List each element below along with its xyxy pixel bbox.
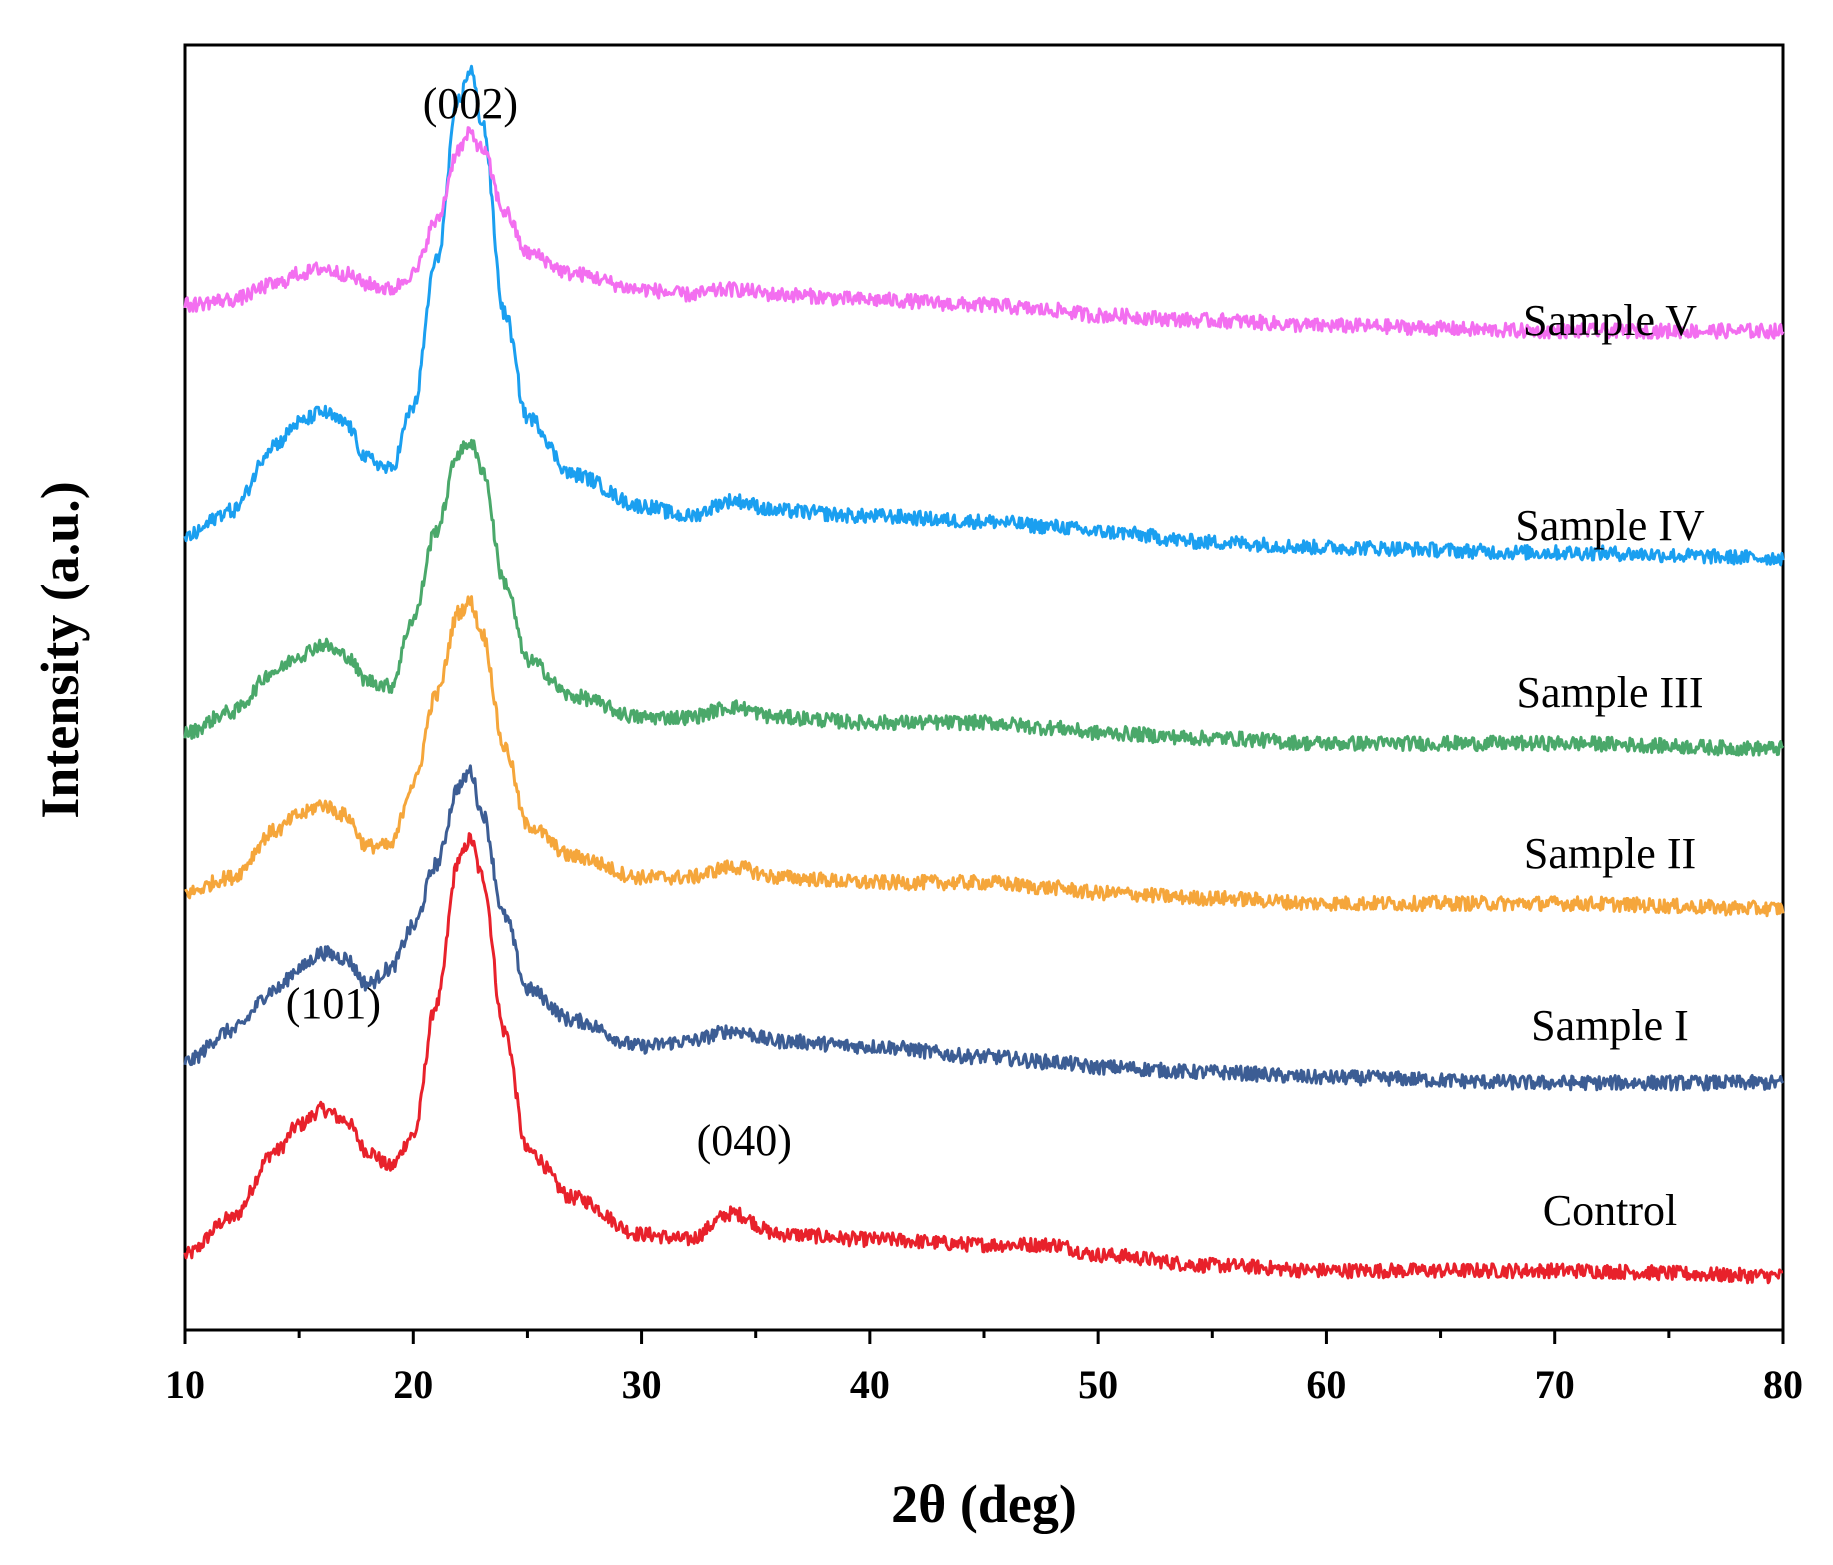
series-line-control: [183, 832, 1784, 1285]
x-tick-label: 30: [622, 1362, 662, 1407]
series-label: Sample V: [1523, 296, 1697, 345]
series-line-sample-i: [183, 764, 1785, 1092]
series-layer: [183, 64, 1785, 1285]
series-label: Sample I: [1531, 1001, 1689, 1050]
x-tick-label: 70: [1535, 1362, 1575, 1407]
y-axis-title: Intensity (a.u.): [30, 481, 90, 819]
series-label: Sample II: [1524, 829, 1696, 878]
x-axis-title: 2θ (deg): [891, 1474, 1077, 1534]
series-line-sample-iv: [183, 64, 1785, 567]
peak-annotation: (101): [286, 979, 381, 1028]
x-tick-label: 20: [393, 1362, 433, 1407]
series-line-sample-ii: [184, 595, 1785, 918]
x-tick-label: 80: [1763, 1362, 1803, 1407]
x-tick-label: 60: [1306, 1362, 1346, 1407]
series-label: Control: [1543, 1186, 1677, 1235]
x-tick-label: 10: [165, 1362, 205, 1407]
series-label: Sample IV: [1515, 501, 1705, 550]
series-label: Sample III: [1517, 668, 1704, 717]
peak-annotation: (002): [423, 79, 518, 128]
x-tick-label: 50: [1078, 1362, 1118, 1407]
series-labels: Control Sample I Sample II Sample III Sample…: [1515, 296, 1705, 1235]
series-line-sample-iii: [183, 438, 1785, 757]
x-tick-label: 40: [850, 1362, 890, 1407]
series-line-sample-v: [183, 126, 1785, 340]
peak-annotation: (040): [697, 1116, 792, 1165]
annotations: (002) (101) (040): [286, 79, 792, 1165]
x-axis-ticks: 10 20 30 40 50 60 70 80: [165, 1330, 1803, 1407]
